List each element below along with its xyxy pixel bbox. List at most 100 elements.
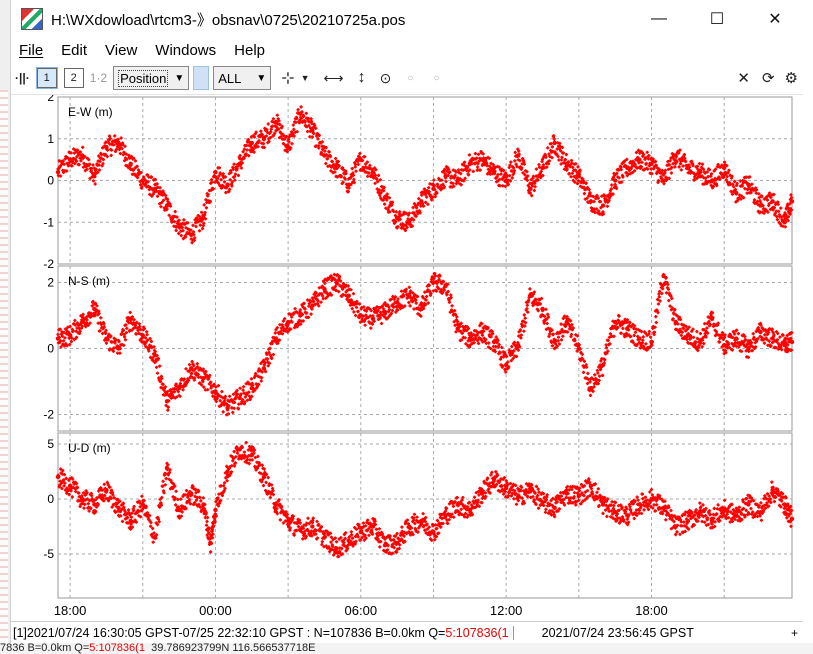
- data-point: [164, 203, 170, 208]
- x-tick-label: 06:00: [345, 603, 378, 618]
- data-point: [164, 399, 170, 404]
- plot-1-2-button[interactable]: 1·2: [89, 71, 108, 85]
- data-point: [673, 153, 678, 158]
- data-point: [152, 535, 158, 540]
- status-range-prefix: [1]2021/07/24 16:30:05 GPST-07/25 22:32:…: [13, 626, 446, 640]
- data-point: [540, 165, 545, 171]
- data-point: [322, 286, 327, 292]
- data-point: [116, 346, 121, 351]
- data-point: [770, 488, 775, 493]
- data-point: [298, 527, 303, 532]
- plot-1-button[interactable]: 1: [35, 67, 58, 89]
- data-point: [67, 157, 73, 162]
- data-point: [128, 518, 133, 524]
- title-bar[interactable]: H:\WXdowload\rtcm3-》obsnav\0725\20210725…: [11, 0, 804, 38]
- status-plus-icon: +: [790, 626, 798, 640]
- data-point: [649, 339, 654, 345]
- crosshair-icon[interactable]: ⊹: [281, 70, 295, 87]
- data-point: [358, 313, 364, 318]
- data-point: [455, 326, 460, 331]
- position-plot-area[interactable]: 2 1 0 -1 -2 E-W (m) 2 0 -2 N-S (m) 5 0 -5 U-D (m) 18:0…: [11, 95, 804, 625]
- minimize-button[interactable]: —: [651, 10, 667, 27]
- menu-windows[interactable]: Windows: [155, 41, 217, 59]
- data-point: [564, 491, 569, 496]
- data-point: [540, 500, 545, 505]
- data-point: [721, 343, 727, 348]
- data-point: [213, 507, 218, 513]
- data-point: [746, 502, 751, 507]
- data-point: [201, 502, 206, 507]
- data-point: [431, 280, 436, 285]
- data-point: [479, 157, 485, 162]
- background-status-strip: 7836 B=0.0km Q=5:107836(1 39.786923799N …: [0, 643, 813, 654]
- fit-horizontal-icon[interactable]: ⟷: [323, 69, 344, 86]
- status-bar: [1]2021/07/24 16:30:05 GPST-07/25 22:32:…: [11, 621, 804, 644]
- menu-view[interactable]: View: [105, 41, 138, 59]
- data-point: [576, 174, 582, 179]
- gear-icon[interactable]: ⚙: [784, 70, 798, 87]
- plot-2-button[interactable]: 2: [63, 68, 84, 88]
- data-point: [588, 385, 594, 391]
- center-origin-icon[interactable]: ⊙: [379, 69, 392, 86]
- menu-help[interactable]: Help: [234, 41, 265, 59]
- data-point: [649, 161, 654, 166]
- maximize-button[interactable]: ☐: [709, 11, 725, 28]
- data-point: [491, 477, 497, 482]
- fit-vertical-icon[interactable]: ↕: [357, 69, 366, 86]
- plot-type-select[interactable]: Position ▼: [113, 66, 190, 90]
- data-point: [576, 346, 582, 351]
- data-point: [685, 518, 691, 524]
- dropdown-arrow-icon[interactable]: ▼: [300, 73, 310, 83]
- data-point: [285, 518, 291, 524]
- data-point: [80, 496, 85, 502]
- data-point: [431, 529, 436, 535]
- data-point: [80, 319, 85, 325]
- data-point: [116, 505, 121, 510]
- data-point: [789, 516, 795, 521]
- data-point: [661, 273, 666, 279]
- status-cursor-time: 2021/07/24 23:56:45 GPST: [512, 626, 694, 640]
- data-point: [443, 174, 448, 179]
- satellite-filter-select[interactable]: ALL ▼: [213, 66, 272, 90]
- data-point: [80, 153, 85, 158]
- data-point: [213, 389, 218, 394]
- data-point: [516, 153, 521, 158]
- data-point: [625, 513, 630, 518]
- data-point: [697, 510, 703, 515]
- data-point: [92, 306, 97, 312]
- data-point: [261, 136, 267, 141]
- x-tick-label: 12:00: [490, 603, 523, 618]
- data-point: [310, 524, 315, 529]
- close-button[interactable]: ✕: [768, 11, 782, 28]
- marker-small-icon[interactable]: ○: [407, 72, 414, 84]
- data-point: [528, 488, 533, 493]
- data-point: [334, 280, 339, 285]
- data-point: [491, 169, 497, 175]
- data-point: [249, 140, 254, 146]
- data-point: [394, 215, 400, 221]
- bg-status-q: 5:107836(1: [89, 643, 145, 654]
- data-point: [346, 293, 351, 298]
- data-point: [503, 178, 509, 183]
- data-point: [382, 543, 388, 548]
- data-point: [552, 505, 557, 510]
- y-tick-label: -2: [43, 257, 54, 271]
- data-point: [709, 178, 715, 183]
- marker-tiny-icon[interactable]: ○: [433, 72, 440, 84]
- data-point: [419, 199, 424, 204]
- data-point: [528, 186, 533, 192]
- menu-file[interactable]: File: [19, 41, 44, 59]
- y-tick-label: -5: [43, 547, 54, 561]
- menu-bar: File Edit View Windows Help: [11, 38, 804, 62]
- data-point: [782, 220, 787, 225]
- data-point: [709, 316, 715, 321]
- reload-icon[interactable]: ⟳: [761, 70, 775, 87]
- menu-edit[interactable]: Edit: [61, 41, 88, 59]
- data-point: [770, 336, 775, 341]
- data-point: [285, 144, 291, 150]
- data-point: [225, 405, 230, 411]
- right-edge: [803, 0, 813, 643]
- data-point: [758, 329, 763, 335]
- toolbar-grip-icon[interactable]: ·||·: [15, 71, 30, 85]
- clear-icon[interactable]: ✕: [737, 70, 750, 87]
